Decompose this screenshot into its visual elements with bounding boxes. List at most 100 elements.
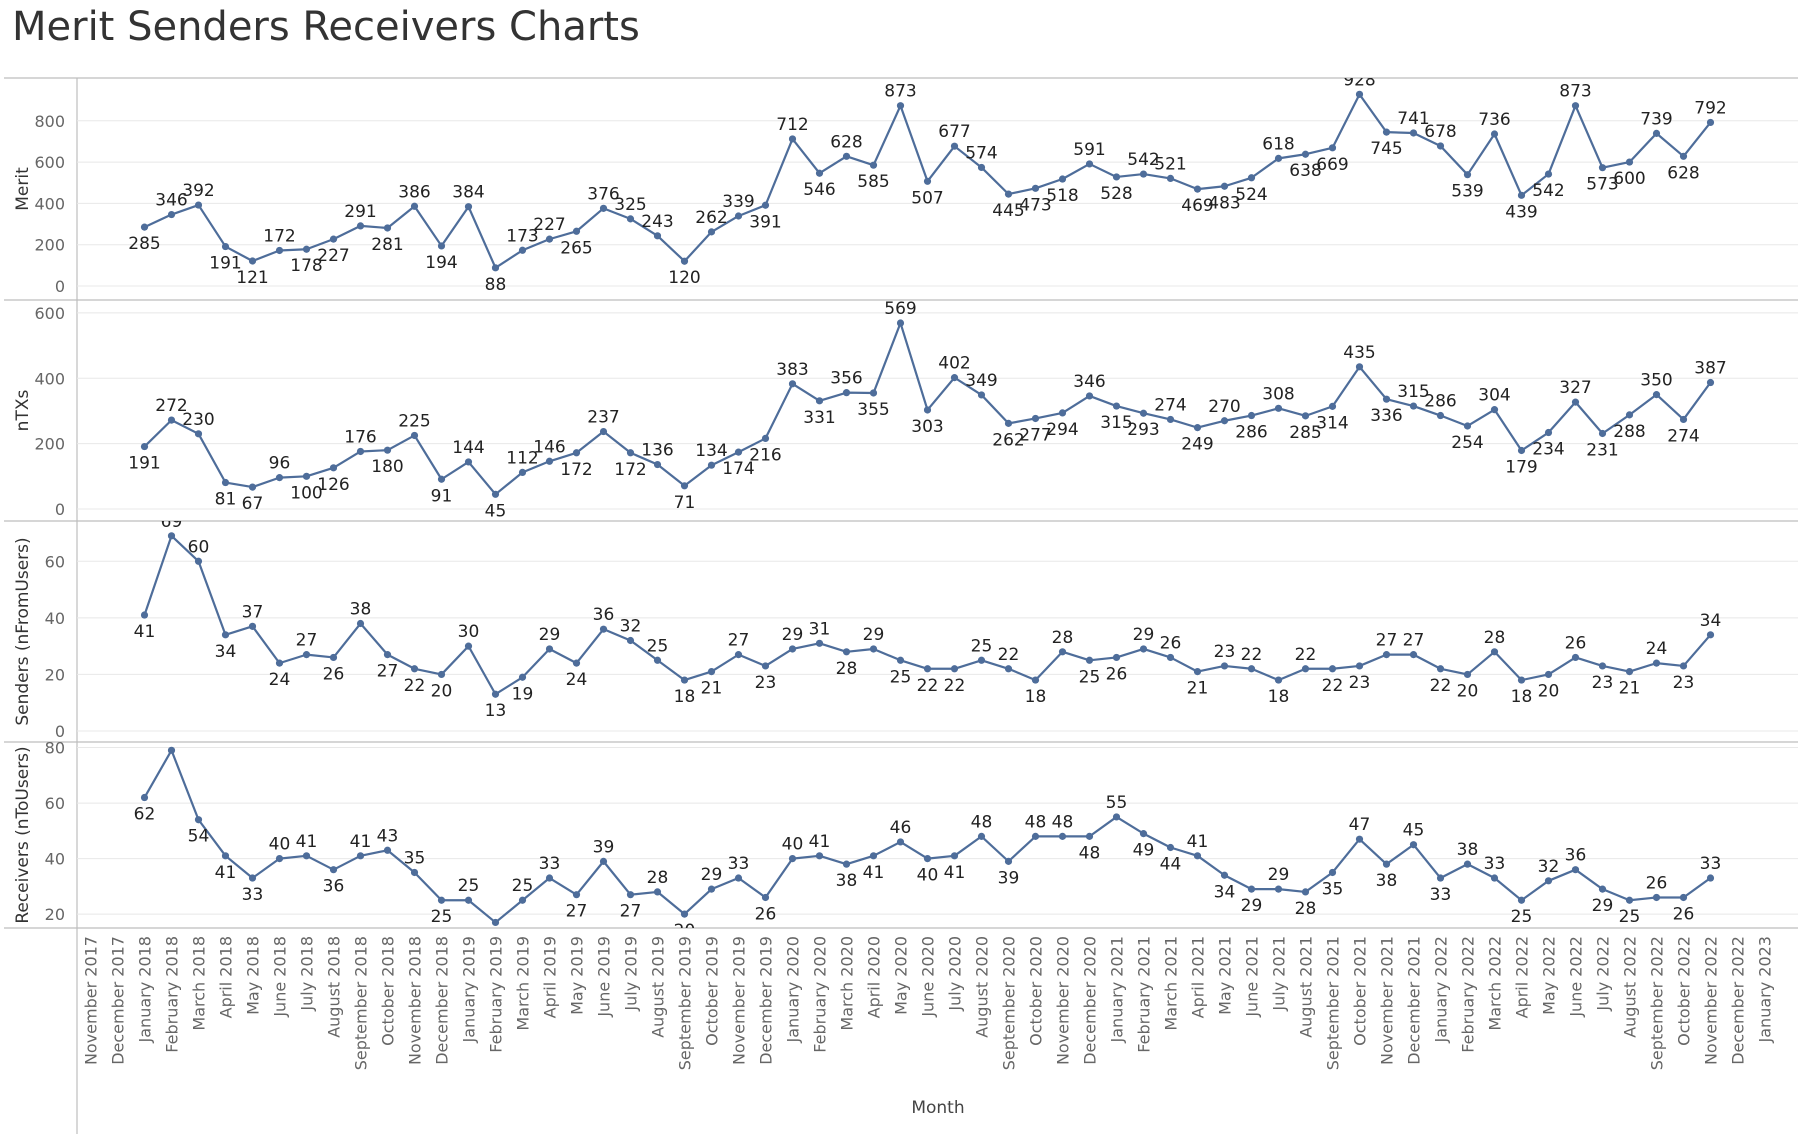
data-point	[1490, 874, 1499, 882]
x-tick-label: January 2019	[460, 936, 479, 1043]
data-point	[248, 874, 257, 882]
data-label: 736	[1478, 110, 1510, 130]
data-label: 21	[1187, 679, 1209, 699]
y-tick-label: 800	[34, 112, 65, 131]
y-tick-label: 20	[45, 905, 65, 924]
data-point	[1571, 102, 1580, 110]
data-point	[1193, 668, 1202, 676]
data-label: 43	[377, 826, 399, 846]
data-label: 28	[647, 868, 669, 888]
data-label: 231	[1586, 441, 1618, 461]
data-point	[1220, 662, 1229, 670]
x-tick-label: April 2021	[1189, 936, 1208, 1018]
data-label: 539	[1451, 182, 1483, 202]
data-point	[140, 793, 149, 802]
data-label: 46	[890, 818, 912, 838]
data-point	[1598, 662, 1607, 670]
data-label: 356	[830, 369, 862, 389]
x-tick-label: September 2019	[676, 936, 695, 1070]
data-label: 376	[587, 184, 619, 204]
data-label: 31	[809, 619, 831, 639]
x-tick-label: December 2022	[1729, 936, 1748, 1065]
x-tick-label: May 2020	[892, 936, 911, 1015]
data-label: 23	[1592, 673, 1614, 693]
data-point	[869, 161, 878, 169]
x-tick-label: June 2021	[1243, 936, 1262, 1018]
data-label: 25	[971, 636, 993, 656]
data-label: 26	[1160, 633, 1182, 653]
data-label: 28	[1295, 899, 1317, 919]
data-label: 355	[857, 400, 889, 420]
x-tick-label: December 2018	[433, 936, 452, 1065]
data-label: 29	[863, 625, 885, 645]
data-label: 445	[992, 201, 1024, 221]
data-label: 18	[674, 687, 696, 707]
data-label: 27	[1403, 631, 1425, 651]
data-point	[1463, 860, 1472, 868]
data-point	[1598, 885, 1607, 893]
data-point	[896, 319, 905, 327]
y-tick-label: 400	[34, 194, 65, 213]
data-label: 41	[809, 832, 831, 852]
data-label: 25	[647, 636, 669, 656]
data-point	[1112, 653, 1121, 662]
data-point	[1139, 830, 1148, 838]
data-point	[410, 202, 419, 210]
data-point	[1463, 171, 1472, 179]
data-point	[1652, 129, 1661, 137]
data-point	[140, 223, 149, 231]
data-point	[1274, 676, 1283, 684]
data-point	[1031, 414, 1040, 423]
data-label: 669	[1316, 155, 1348, 175]
data-label: 346	[1073, 372, 1105, 392]
data-point	[1490, 648, 1499, 656]
data-label: 524	[1235, 185, 1267, 205]
data-label: 285	[128, 234, 160, 254]
data-label: 331	[803, 408, 835, 428]
data-point	[653, 460, 662, 469]
data-point	[1625, 411, 1634, 419]
data-point	[977, 656, 986, 664]
data-point	[302, 245, 311, 253]
data-label: 21	[1619, 679, 1641, 699]
data-point	[1031, 184, 1040, 192]
data-point	[491, 490, 500, 498]
data-point	[1544, 670, 1553, 679]
data-label: 346	[155, 191, 187, 211]
data-label: 174	[722, 459, 754, 479]
data-label: 249	[1181, 435, 1213, 455]
data-point	[1463, 670, 1472, 679]
data-point	[950, 665, 959, 673]
data-point	[1706, 874, 1715, 882]
data-point	[194, 816, 203, 824]
data-point	[464, 896, 473, 904]
data-label: 146	[533, 437, 565, 457]
data-point	[1355, 835, 1364, 843]
data-point	[950, 374, 959, 382]
data-label: 100	[290, 483, 322, 503]
x-tick-label: May 2018	[244, 936, 263, 1015]
y-tick-label: 0	[55, 500, 65, 519]
data-label: 518	[1046, 186, 1078, 206]
data-point	[842, 152, 851, 160]
data-label: 237	[587, 408, 619, 428]
data-point	[1085, 656, 1094, 664]
x-tick-label: March 2022	[1486, 936, 1505, 1031]
data-label: 270	[1208, 397, 1240, 417]
data-point	[734, 651, 743, 659]
data-point	[1166, 174, 1175, 183]
data-point	[1382, 651, 1391, 659]
data-label: 628	[1667, 163, 1699, 183]
data-label: 600	[1613, 169, 1645, 189]
data-point	[1436, 874, 1445, 882]
data-point	[1328, 402, 1337, 410]
x-tick-label: September 2022	[1648, 936, 1667, 1070]
y-tick-label: 0	[55, 277, 65, 296]
data-label: 26	[323, 664, 345, 684]
data-point	[869, 389, 878, 397]
data-label: 48	[1079, 843, 1101, 863]
data-label: 41	[350, 832, 372, 852]
data-label: 49	[1133, 841, 1155, 861]
data-label: 792	[1694, 98, 1726, 118]
data-label: 62	[134, 805, 156, 825]
